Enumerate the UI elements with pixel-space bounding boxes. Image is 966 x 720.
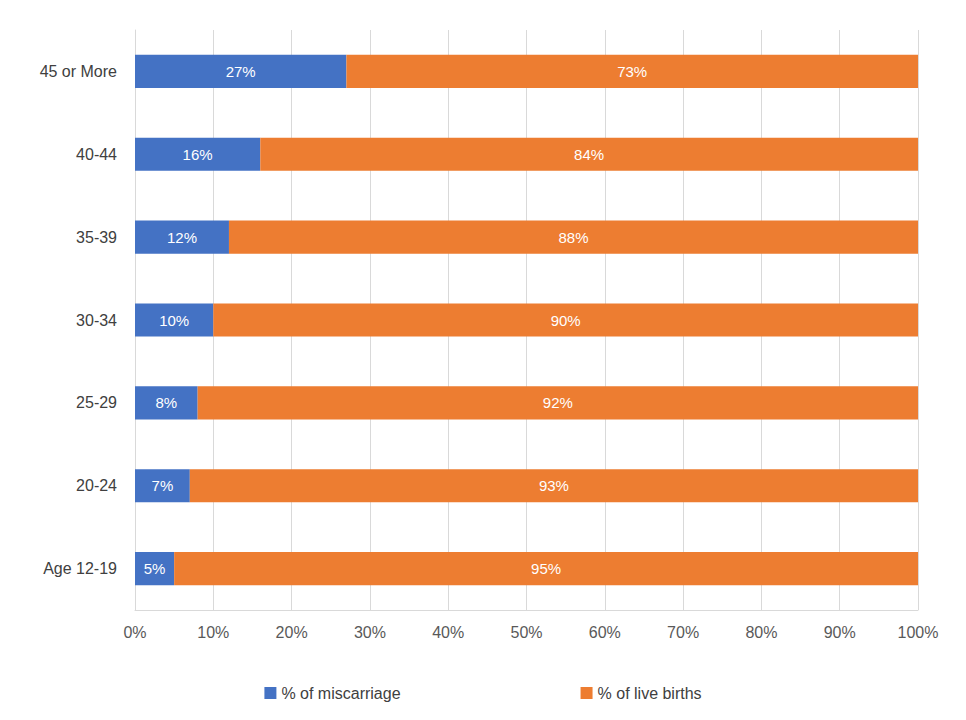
- svg-text:84%: 84%: [574, 146, 604, 163]
- svg-text:88%: 88%: [558, 229, 588, 246]
- svg-text:50%: 50%: [510, 624, 542, 641]
- svg-text:10%: 10%: [159, 312, 189, 329]
- svg-text:30%: 30%: [354, 624, 386, 641]
- svg-text:95%: 95%: [531, 560, 561, 577]
- svg-text:60%: 60%: [589, 624, 621, 641]
- svg-text:70%: 70%: [667, 624, 699, 641]
- svg-text:Age 12-19: Age 12-19: [43, 560, 117, 577]
- svg-text:% of miscarriage: % of miscarriage: [281, 685, 400, 702]
- svg-text:80%: 80%: [745, 624, 777, 641]
- svg-text:45 or More: 45 or More: [40, 63, 117, 80]
- svg-text:73%: 73%: [617, 63, 647, 80]
- svg-text:35-39: 35-39: [76, 229, 117, 246]
- svg-text:16%: 16%: [183, 146, 213, 163]
- svg-text:40-44: 40-44: [76, 146, 117, 163]
- svg-text:% of live births: % of live births: [598, 685, 702, 702]
- svg-text:0%: 0%: [123, 624, 146, 641]
- svg-text:90%: 90%: [551, 312, 581, 329]
- svg-text:12%: 12%: [167, 229, 197, 246]
- svg-text:93%: 93%: [539, 477, 569, 494]
- svg-text:27%: 27%: [226, 63, 256, 80]
- svg-text:8%: 8%: [155, 394, 177, 411]
- svg-text:7%: 7%: [152, 477, 174, 494]
- svg-text:100%: 100%: [898, 624, 939, 641]
- svg-text:30-34: 30-34: [76, 312, 117, 329]
- svg-text:5%: 5%: [144, 560, 166, 577]
- svg-text:10%: 10%: [197, 624, 229, 641]
- svg-text:20-24: 20-24: [76, 477, 117, 494]
- svg-text:25-29: 25-29: [76, 394, 117, 411]
- svg-text:20%: 20%: [276, 624, 308, 641]
- svg-text:40%: 40%: [432, 624, 464, 641]
- svg-text:90%: 90%: [824, 624, 856, 641]
- svg-text:92%: 92%: [543, 394, 573, 411]
